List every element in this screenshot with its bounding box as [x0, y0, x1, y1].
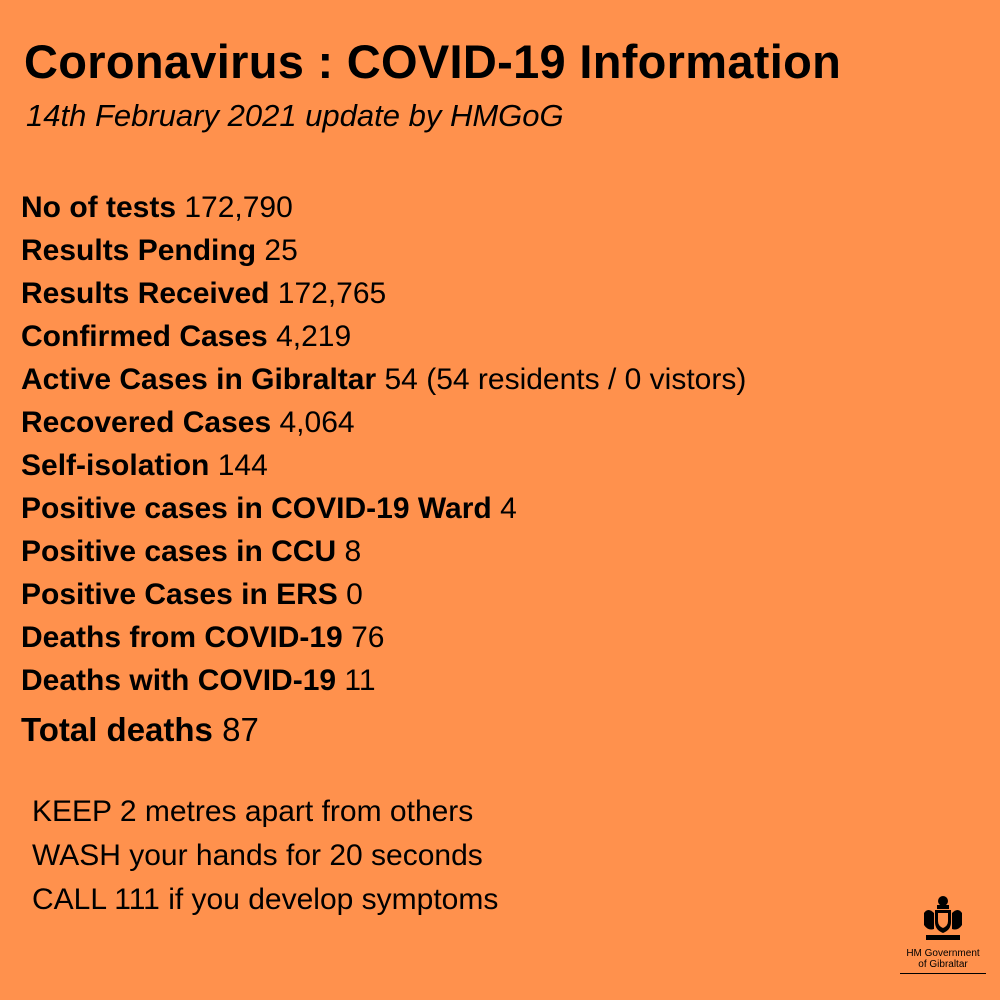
- stat-value: 4,064: [279, 406, 355, 439]
- stat-self-isolation: Self-isolation 144: [21, 444, 746, 487]
- stat-value: 87: [222, 711, 259, 748]
- stat-value: 8: [344, 535, 362, 568]
- stat-value: 172,790: [184, 191, 293, 224]
- page-title: Coronavirus : COVID-19 Information: [24, 35, 842, 88]
- stat-pending: Results Pending 25: [21, 229, 746, 272]
- logo-line-2: of Gibraltar: [918, 959, 968, 970]
- stats-list: No of tests 172,790 Results Pending 25 R…: [21, 186, 746, 751]
- stat-label: Confirmed Cases: [21, 320, 268, 353]
- stat-value: 25: [264, 234, 298, 267]
- stat-label: Recovered Cases: [21, 406, 272, 439]
- stat-ccu: Positive cases in CCU 8: [21, 530, 746, 573]
- stat-ward: Positive cases in COVID-19 Ward 4: [21, 487, 746, 530]
- stat-value: 4,219: [276, 320, 352, 353]
- coat-of-arms-icon: [924, 896, 962, 940]
- stat-active: Active Cases in Gibraltar 54 (54 residen…: [21, 358, 746, 401]
- stat-recovered: Recovered Cases 4,064: [21, 401, 746, 444]
- stat-value: 172,765: [277, 277, 387, 310]
- stat-label: Active Cases in Gibraltar: [21, 363, 377, 396]
- stat-label: Self-isolation: [21, 449, 210, 482]
- stat-received: Results Received 172,765: [21, 272, 746, 315]
- stat-label: Deaths from COVID-19: [21, 621, 343, 654]
- stat-label: Positive Cases in ERS: [21, 578, 338, 611]
- stat-tests: No of tests 172,790: [21, 186, 746, 229]
- stat-label: Positive cases in COVID-19 Ward: [21, 492, 492, 525]
- stat-label: Deaths with COVID-19: [21, 664, 337, 697]
- advice-list: KEEP 2 metres apart from others WASH you…: [32, 790, 498, 922]
- hmgog-logo: HM Government of Gibraltar: [898, 893, 988, 974]
- stat-label: Results Pending: [21, 234, 257, 267]
- stat-value: 4: [500, 492, 517, 525]
- stat-label: Total deaths: [21, 711, 213, 748]
- advice-wash-hands: WASH your hands for 20 seconds: [32, 839, 483, 872]
- stat-confirmed: Confirmed Cases 4,219: [21, 315, 746, 358]
- page-subtitle: 14th February 2021 update by HMGoG: [26, 98, 564, 133]
- stat-label: Positive cases in CCU: [21, 535, 337, 568]
- stat-total-deaths: Total deaths 87: [21, 708, 746, 751]
- stat-ers: Positive Cases in ERS 0: [21, 573, 746, 616]
- advice-keep-apart: KEEP 2 metres apart from others: [32, 795, 474, 828]
- stat-deaths-from: Deaths from COVID-19 76: [21, 616, 746, 659]
- stat-value: 144: [217, 449, 268, 482]
- stat-deaths-with: Deaths with COVID-19 11: [21, 659, 746, 702]
- stat-label: No of tests: [21, 191, 177, 224]
- advice-call-111: CALL 111 if you develop symptoms: [32, 883, 499, 916]
- stat-value: 11: [344, 664, 376, 697]
- stat-label: Results Received: [21, 277, 270, 310]
- stat-value: 76: [351, 621, 385, 654]
- stat-value: 54 (54 residents / 0 vistors): [384, 363, 747, 396]
- logo-divider: [900, 973, 986, 974]
- stat-value: 0: [346, 578, 363, 611]
- logo-line-1: HM Government: [906, 948, 980, 959]
